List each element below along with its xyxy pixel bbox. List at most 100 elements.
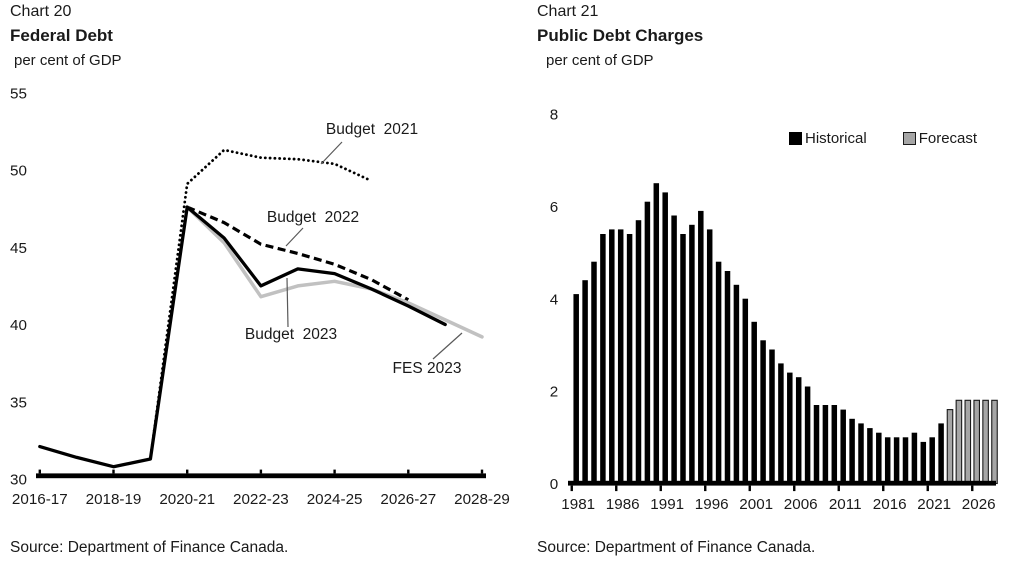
y-axis-label-35: 35 bbox=[10, 394, 27, 411]
bar-1991 bbox=[662, 192, 668, 484]
x-axis-label-2026-27: 2026-27 bbox=[380, 491, 436, 508]
x-axis-tick bbox=[407, 469, 410, 474]
bar-2010 bbox=[831, 405, 838, 484]
bar-1998 bbox=[724, 271, 731, 484]
x-axis-line bbox=[36, 473, 486, 479]
x-axis-tick bbox=[882, 485, 885, 492]
bar-1986 bbox=[617, 229, 624, 484]
bar-2026 bbox=[973, 399, 981, 485]
bar-2028 bbox=[991, 399, 998, 485]
bar-2014 bbox=[867, 428, 873, 484]
bar-1987 bbox=[626, 234, 633, 484]
chart-21-title: Public Debt Charges bbox=[537, 26, 704, 45]
x-axis-tick bbox=[926, 485, 929, 492]
x-axis-tick bbox=[38, 469, 41, 474]
chart-20-plot-area: 30 35 40 45 50 55 2016-17 2018-19 2020-21 2022-23… bbox=[10, 85, 510, 508]
series-label-budget-2021: Budget 2021 bbox=[325, 121, 419, 138]
x-axis-label-2001: 2001 bbox=[739, 496, 773, 513]
y-axis-label-4: 4 bbox=[550, 291, 558, 308]
chart-21-unit-label: per cent of GDP bbox=[546, 52, 654, 69]
bar-2015 bbox=[876, 432, 882, 484]
legend-label-historical: Historical bbox=[805, 130, 867, 147]
x-axis-tick bbox=[480, 469, 484, 474]
y-axis-label-0: 0 bbox=[550, 476, 558, 493]
x-axis-tick bbox=[186, 469, 189, 474]
bar-1989 bbox=[644, 201, 651, 484]
bar-2021 bbox=[929, 437, 935, 484]
bar-2012 bbox=[849, 418, 855, 484]
y-axis-label-40: 40 bbox=[10, 317, 27, 334]
series-line-fes-2023 bbox=[185, 205, 484, 339]
bar-2003 bbox=[769, 349, 775, 484]
x-axis-tick bbox=[971, 485, 974, 492]
y-axis-label-2: 2 bbox=[550, 384, 558, 401]
chart-21-source: Source: Department of Finance Canada. bbox=[537, 539, 816, 556]
bar-2008 bbox=[813, 405, 820, 484]
x-axis-label-1981: 1981 bbox=[561, 496, 595, 513]
bar-2017 bbox=[893, 437, 900, 484]
x-axis-tick bbox=[570, 485, 573, 492]
x-axis-tick bbox=[837, 485, 840, 492]
y-axis-label-6: 6 bbox=[550, 199, 558, 216]
bar-1990 bbox=[653, 183, 660, 484]
bar-1988 bbox=[635, 220, 642, 484]
series-label-fes-2023: FES 2023 bbox=[392, 360, 462, 377]
x-axis-label-2016: 2016 bbox=[873, 496, 907, 513]
x-axis-label-2022-23: 2022-23 bbox=[233, 491, 289, 508]
bar-2024 bbox=[955, 399, 963, 485]
x-axis-label-2021: 2021 bbox=[917, 496, 951, 513]
chart-21-plot-area: 0 2 4 6 8 1981 1986 1991 1996 2001 2006 2011 2016 202… bbox=[550, 107, 998, 513]
bar-1981 bbox=[573, 294, 579, 484]
annotation-callout-line bbox=[432, 332, 463, 360]
legend-label-forecast: Forecast bbox=[918, 130, 978, 147]
chart-20-unit-label: per cent of GDP bbox=[14, 52, 122, 69]
bar-1999 bbox=[733, 284, 740, 484]
bar-2027 bbox=[982, 399, 989, 485]
bar-2020 bbox=[920, 441, 927, 484]
bar-1997 bbox=[715, 261, 722, 484]
legend-swatch-forecast-icon bbox=[902, 132, 916, 145]
series-label-budget-2023: Budget 2023 bbox=[244, 326, 338, 343]
series-line-budget-2023 bbox=[38, 205, 447, 469]
bar-2016 bbox=[884, 437, 891, 484]
x-axis-label-1991: 1991 bbox=[650, 496, 684, 513]
x-axis-tick bbox=[748, 485, 751, 492]
bar-2001 bbox=[751, 321, 757, 484]
x-axis-line bbox=[568, 480, 996, 486]
bar-2019 bbox=[911, 432, 918, 484]
x-axis-label-1996: 1996 bbox=[695, 496, 729, 513]
x-axis-label-2026: 2026 bbox=[962, 496, 996, 513]
chart-20-panel: Chart 20 Federal Debt per cent of GDP 30… bbox=[10, 3, 510, 556]
bar-2011 bbox=[840, 409, 846, 484]
bar-1996 bbox=[706, 229, 713, 484]
chart-21-panel: Chart 21 Public Debt Charges per cent of… bbox=[512, 0, 1024, 567]
series-line-budget-2022 bbox=[186, 205, 410, 302]
legend-item-forecast: Forecast bbox=[902, 130, 978, 147]
bar-2009 bbox=[822, 405, 829, 484]
bar-1983 bbox=[591, 261, 597, 484]
bar-2000 bbox=[742, 298, 749, 484]
bar-1995 bbox=[698, 210, 704, 484]
x-axis-tick bbox=[112, 469, 115, 474]
bar-1993 bbox=[680, 234, 686, 484]
x-axis-tick bbox=[704, 485, 707, 492]
bar-2025 bbox=[964, 399, 972, 485]
bar-2002 bbox=[760, 340, 766, 484]
x-axis-label-2006: 2006 bbox=[784, 496, 818, 513]
bar-2013 bbox=[858, 423, 864, 484]
y-axis-label-50: 50 bbox=[10, 163, 27, 180]
x-axis-label-2011: 2011 bbox=[829, 496, 862, 513]
bar-2023 bbox=[946, 409, 954, 485]
bar-2007 bbox=[804, 386, 811, 484]
chart-21-number: Chart 21 bbox=[537, 3, 599, 20]
annotation-callout-line bbox=[320, 141, 343, 165]
y-axis-label-55: 55 bbox=[10, 85, 27, 102]
x-axis-label-2020-21: 2020-21 bbox=[159, 491, 215, 508]
bar-1992 bbox=[671, 215, 677, 484]
x-axis-label-2018-19: 2018-19 bbox=[86, 491, 142, 508]
x-axis-tick bbox=[659, 485, 662, 492]
x-axis-label-1986: 1986 bbox=[606, 496, 640, 513]
bar-2004 bbox=[778, 363, 784, 484]
annotation-callout-line bbox=[285, 227, 304, 247]
